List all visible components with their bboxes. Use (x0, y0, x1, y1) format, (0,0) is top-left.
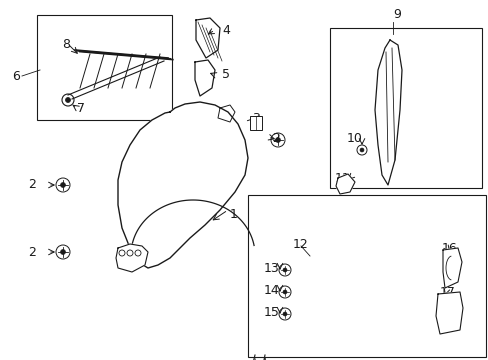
Polygon shape (335, 174, 354, 194)
Bar (329, 28, 481, 188)
Polygon shape (195, 60, 215, 96)
Text: 12: 12 (292, 238, 308, 251)
Circle shape (275, 138, 280, 143)
Text: 3: 3 (251, 112, 259, 125)
Polygon shape (196, 18, 220, 58)
Circle shape (283, 290, 286, 294)
Text: 6: 6 (12, 69, 20, 82)
Text: 9: 9 (392, 9, 400, 22)
Polygon shape (116, 244, 148, 272)
Text: 2: 2 (271, 131, 279, 144)
Text: 1: 1 (229, 208, 237, 221)
Bar (247, 195, 485, 357)
Text: 14: 14 (264, 284, 279, 297)
Bar (249, 116, 262, 130)
Polygon shape (118, 102, 247, 268)
Text: 2: 2 (28, 246, 36, 258)
Circle shape (283, 268, 286, 272)
Text: 4: 4 (222, 23, 229, 36)
Circle shape (61, 249, 65, 255)
Text: 16: 16 (441, 242, 457, 255)
Text: 10: 10 (346, 131, 362, 144)
Bar (37, 15, 172, 120)
Text: 11: 11 (334, 171, 350, 184)
Circle shape (61, 183, 65, 188)
Text: 2: 2 (28, 179, 36, 192)
Circle shape (65, 98, 70, 103)
Polygon shape (435, 292, 462, 334)
Text: 7: 7 (77, 102, 85, 114)
Text: 8: 8 (62, 37, 70, 50)
Text: 15: 15 (264, 306, 279, 319)
Polygon shape (374, 40, 401, 185)
Polygon shape (442, 248, 461, 288)
Circle shape (359, 148, 363, 152)
Text: 13: 13 (264, 261, 279, 274)
Text: 5: 5 (222, 68, 229, 81)
Text: 17: 17 (439, 285, 455, 298)
Circle shape (283, 312, 286, 316)
